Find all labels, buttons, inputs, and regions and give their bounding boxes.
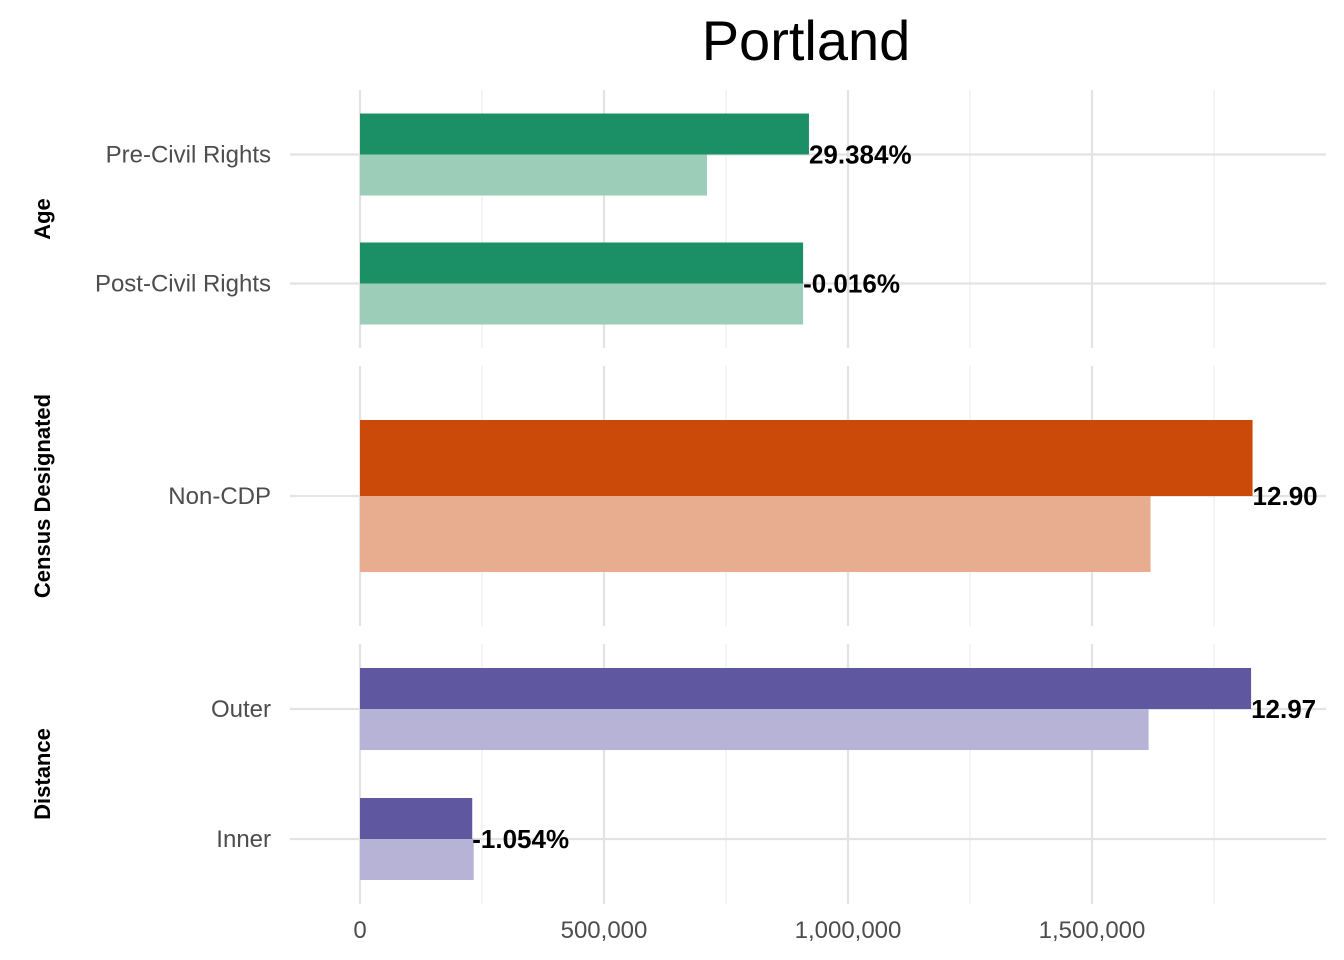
facet-label: Census Designated bbox=[30, 394, 55, 598]
bar-previous bbox=[360, 154, 707, 196]
bar-current bbox=[360, 113, 809, 155]
facet-panel: Census Designated Non-CDP 12.90 bbox=[30, 366, 1326, 626]
x-tick-label: 1,500,000 bbox=[1039, 917, 1146, 944]
x-tick-label: 0 bbox=[353, 917, 366, 944]
data-label: -1.054% bbox=[472, 824, 569, 854]
category-label: Post-Civil Rights bbox=[95, 271, 271, 298]
facet-label: Age bbox=[30, 198, 55, 240]
data-label: -0.016% bbox=[803, 269, 900, 299]
category-label: Pre-Civil Rights bbox=[106, 142, 271, 169]
chart-title: Portland bbox=[702, 9, 911, 72]
bar-current bbox=[360, 420, 1253, 496]
facet-panel: Age Pre-Civil Rights 29.384% Post-Civil Rig… bbox=[30, 90, 1326, 348]
x-tick-label: 1,000,000 bbox=[795, 917, 902, 944]
bar-previous bbox=[360, 709, 1149, 750]
category-label: Non-CDP bbox=[168, 483, 271, 510]
category-label: Inner bbox=[216, 826, 271, 853]
chart-panels: Age Pre-Civil Rights 29.384% Post-Civil Rig… bbox=[30, 90, 1326, 904]
bar-previous bbox=[360, 839, 474, 880]
bar-previous bbox=[360, 496, 1151, 572]
category-label: Outer bbox=[211, 696, 271, 723]
data-label: 12.97 bbox=[1251, 694, 1316, 724]
facet-panel: Distance Outer 12.97 Inner -1.054% bbox=[30, 644, 1326, 904]
bar-previous bbox=[360, 283, 804, 325]
x-tick-label: 500,000 bbox=[561, 917, 648, 944]
data-label: 12.90 bbox=[1253, 481, 1318, 511]
data-label: 29.384% bbox=[809, 140, 912, 170]
bar-current bbox=[360, 242, 804, 284]
bar-current bbox=[360, 668, 1252, 709]
bar-current bbox=[360, 798, 473, 839]
x-axis-ticks: 0 500,000 1,000,000 1,500,000 bbox=[353, 917, 1145, 944]
facet-label: Distance bbox=[30, 728, 55, 820]
